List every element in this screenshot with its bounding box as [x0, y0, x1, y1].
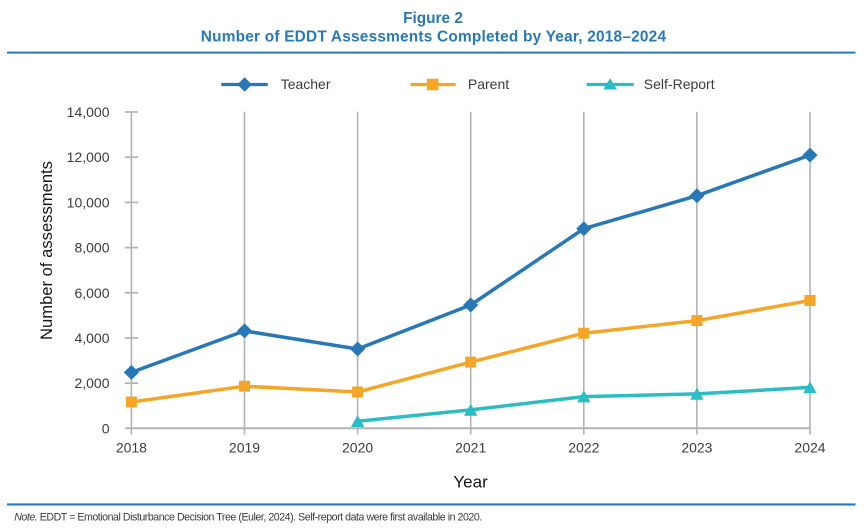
- svg-text:4,000: 4,000: [74, 330, 109, 346]
- svg-text:2,000: 2,000: [74, 375, 109, 391]
- svg-text:2018: 2018: [116, 439, 147, 455]
- svg-text:2023: 2023: [681, 439, 712, 455]
- svg-text:6,000: 6,000: [74, 285, 109, 301]
- svg-text:Parent: Parent: [468, 76, 509, 92]
- svg-text:2019: 2019: [229, 439, 260, 455]
- svg-text:2021: 2021: [455, 439, 486, 455]
- svg-text:10,000: 10,000: [67, 194, 110, 210]
- svg-text:Self-Report: Self-Report: [644, 76, 715, 92]
- svg-text:2020: 2020: [342, 439, 373, 455]
- svg-text:2024: 2024: [794, 439, 825, 455]
- svg-text:0: 0: [102, 420, 110, 436]
- svg-text:Number of EDDT Assessments Com: Number of EDDT Assessments Completed by …: [201, 29, 667, 46]
- svg-text:Year: Year: [453, 473, 488, 492]
- svg-text:Figure 2: Figure 2: [403, 10, 463, 27]
- svg-text:Teacher: Teacher: [281, 76, 331, 92]
- svg-text:2022: 2022: [568, 439, 599, 455]
- svg-text:Note. EDDT = Emotional Disturb: Note. EDDT = Emotional Disturbance Decis…: [14, 511, 482, 523]
- svg-text:14,000: 14,000: [67, 104, 110, 120]
- svg-text:12,000: 12,000: [67, 149, 110, 165]
- svg-text:8,000: 8,000: [74, 240, 109, 256]
- svg-text:Number of assessments: Number of assessments: [37, 161, 56, 340]
